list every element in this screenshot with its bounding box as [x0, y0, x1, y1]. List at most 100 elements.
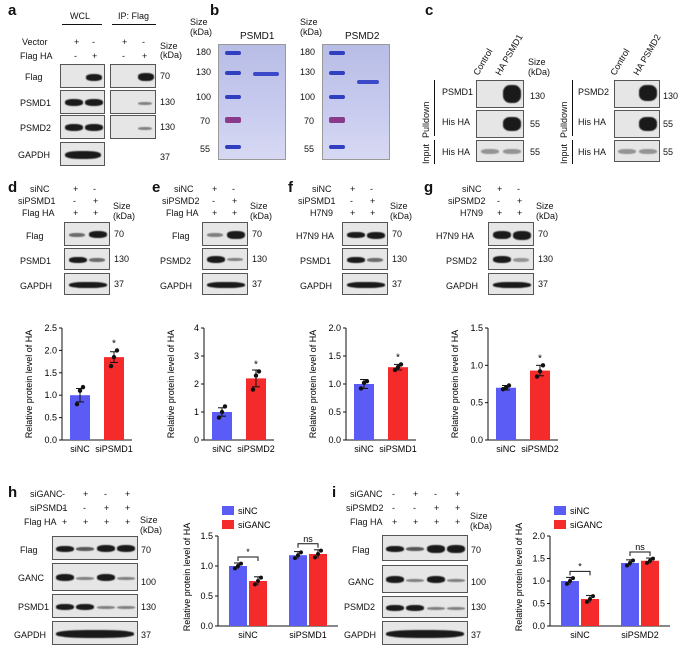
- data-point: [395, 365, 401, 370]
- blot-f-psmd1: [342, 248, 388, 270]
- panel-label-d: d: [8, 179, 18, 196]
- y-tick-label: 0.5: [470, 398, 483, 408]
- sign: -: [370, 184, 373, 194]
- kda-label: (kDa): [250, 211, 272, 221]
- x-tick-label: siNC: [238, 630, 258, 640]
- legend-swatch: [554, 520, 566, 529]
- ip-flag-label: IP: Flag: [118, 11, 150, 21]
- sign: +: [93, 208, 99, 218]
- wcl-label: WCL: [70, 11, 90, 21]
- bar-siNC: [354, 384, 374, 440]
- mw-marker: 70: [200, 116, 211, 126]
- row-label: His HA: [442, 117, 471, 127]
- blot-label: PSMD2: [446, 256, 478, 266]
- data-point: [319, 548, 323, 553]
- data-point: [80, 384, 86, 390]
- cond-label: siGANC: [30, 489, 63, 499]
- y-tick-label: 1.0: [470, 360, 483, 370]
- size-marker: 100: [141, 577, 157, 587]
- panel-label-a: a: [8, 2, 17, 19]
- size-marker: 130: [160, 122, 176, 132]
- y-tick-label: 2.0: [532, 531, 545, 541]
- mw-marker: 100: [300, 92, 316, 102]
- input-label: Input: [421, 143, 431, 164]
- sign: -: [497, 196, 500, 206]
- sign: +: [370, 196, 376, 206]
- x-tick-label: siPSMD2: [237, 444, 275, 454]
- bar-siPSMD2: [530, 370, 550, 440]
- blot-h-flag: [52, 536, 138, 560]
- panel-label-i: i: [332, 484, 337, 501]
- bar-siNC: [496, 387, 516, 440]
- y-tick-label: 0.5: [200, 591, 213, 601]
- chart-i: 0.0 0.5 1.0 1.5 2.0 Relative protein level of…: [514, 506, 670, 640]
- data-point: [565, 581, 569, 586]
- size-marker: 130: [252, 254, 268, 264]
- sign: -: [392, 503, 395, 513]
- size-header: Size (kDa): [300, 17, 322, 37]
- y-tick-label: 3: [194, 351, 199, 361]
- cond-label: siNC: [312, 184, 332, 194]
- blot-c1-hisha: [476, 110, 524, 138]
- sign: -: [93, 184, 96, 194]
- data-point: [233, 566, 237, 571]
- x-tick-label: siNC: [354, 444, 374, 454]
- cond-label: H7N9: [460, 208, 484, 218]
- size-label: Size: [113, 201, 131, 211]
- x-tick-label: siNC: [496, 444, 516, 454]
- data-point: [392, 367, 398, 373]
- blot-label: PSMD2: [160, 256, 192, 266]
- blot-a-psmd1-ip: [110, 90, 156, 114]
- cond-label: siPSMD1: [30, 503, 68, 513]
- data-point: [631, 558, 635, 563]
- significance-bracket: [629, 551, 651, 557]
- blot-label: GANC: [18, 573, 45, 583]
- sign: +: [497, 208, 503, 218]
- y-tick-label: 1.5: [470, 323, 483, 333]
- blot-d-gapdh: [64, 273, 110, 295]
- sign: +: [125, 517, 131, 527]
- size-marker: 70: [114, 229, 125, 239]
- data-point: [625, 563, 629, 568]
- panel-label-c: c: [425, 2, 434, 19]
- blot-a-psmd2-ip: [110, 115, 156, 139]
- blot-label: PSMD1: [18, 602, 50, 612]
- data-point: [293, 556, 297, 561]
- flagha-row-label: Flag HA: [20, 51, 53, 61]
- mw-marker: 130: [196, 67, 212, 77]
- blot-label: Flag: [352, 545, 370, 555]
- sign: -: [104, 489, 107, 499]
- blot-label: PSMD1: [300, 256, 332, 266]
- bar-siPSMD1: [104, 357, 124, 440]
- size-marker: 130: [160, 97, 176, 107]
- size-marker: 37: [471, 630, 482, 640]
- cond-label: siPSMD2: [448, 196, 486, 206]
- size-marker: 100: [471, 577, 487, 587]
- mw-marker: 100: [196, 92, 212, 102]
- blot-g-h7n9: [488, 222, 534, 246]
- cond-label: Flag HA: [22, 208, 55, 218]
- blot-label: PSMD2: [344, 602, 376, 612]
- data-point: [585, 599, 589, 604]
- sign: -: [434, 489, 437, 499]
- size-label: Size: [536, 201, 554, 211]
- size-marker: 55: [530, 147, 541, 157]
- size-marker: 130: [141, 602, 157, 612]
- y-axis-label: Relative protein level of HA: [308, 330, 318, 439]
- mw-marker: 130: [300, 67, 316, 77]
- data-point: [571, 576, 575, 581]
- bar-siPSMD2: [246, 378, 266, 440]
- col-label: HA PSMD1: [493, 32, 525, 77]
- blot-a-flag-ip: [110, 64, 156, 88]
- sign: -: [350, 196, 353, 206]
- y-tick-label: 2.0: [44, 345, 57, 355]
- y-tick-label: 0: [194, 435, 199, 445]
- y-tick-label: 1.5: [44, 368, 57, 378]
- blot-label: Flag: [26, 231, 44, 241]
- blot-label: GANC: [348, 577, 375, 587]
- sign: -: [392, 489, 395, 499]
- chart-h: 0.0 0.5 1.0 1.5 Relative protein level of HA…: [182, 506, 338, 640]
- pulldown-label: Pulldown: [421, 101, 431, 138]
- blot-d-flag: [64, 222, 110, 246]
- sign: +: [350, 208, 356, 218]
